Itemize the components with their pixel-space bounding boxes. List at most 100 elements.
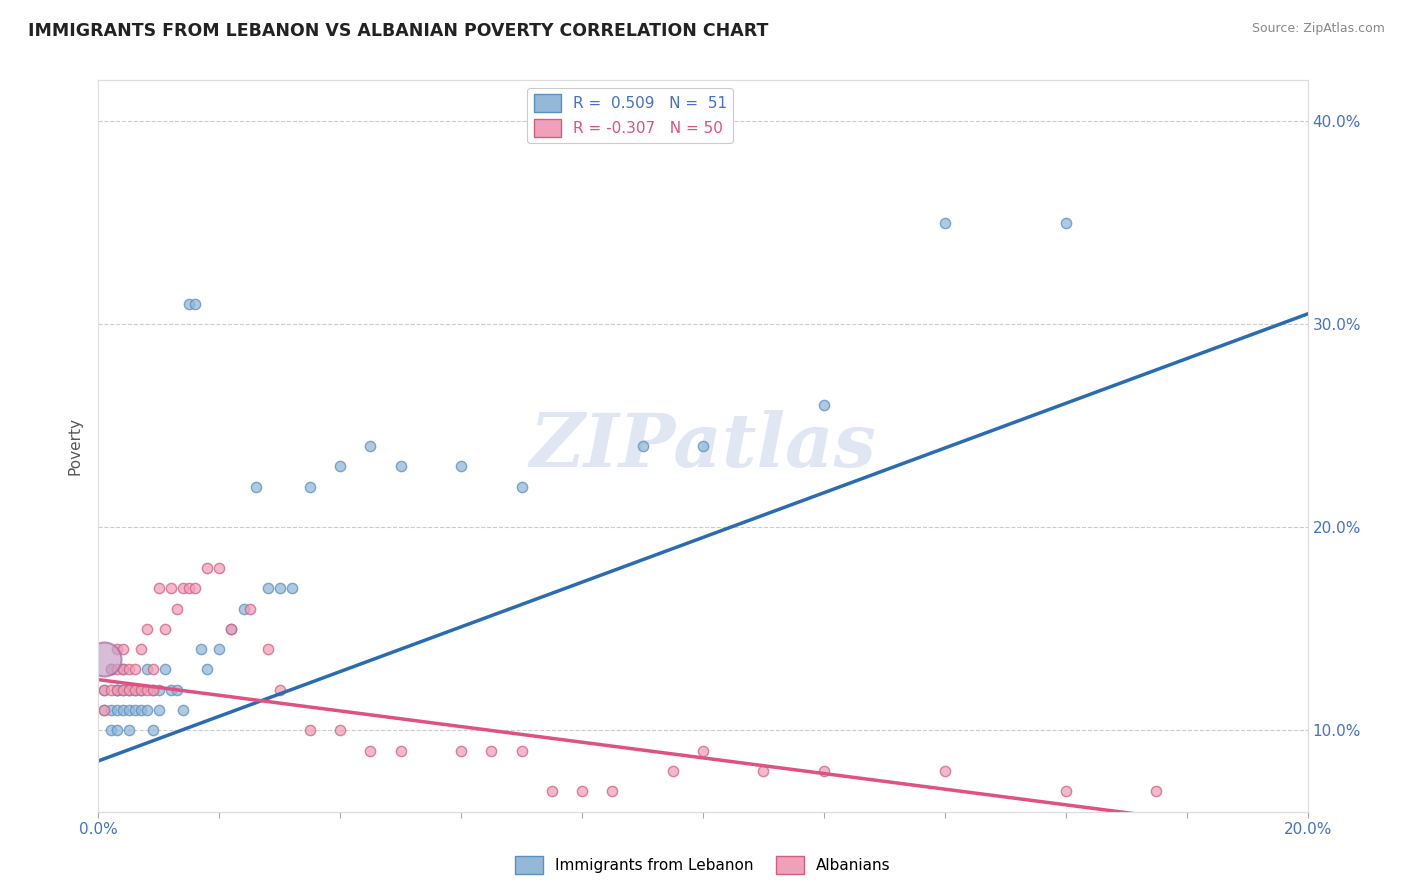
Point	[93, 703, 115, 717]
Point	[111, 703, 134, 717]
Point	[221, 622, 243, 636]
Point	[160, 581, 183, 595]
Point	[142, 663, 165, 677]
Point	[105, 642, 128, 657]
Point	[179, 581, 201, 595]
Point	[129, 642, 152, 657]
Point	[93, 682, 115, 697]
Point	[1054, 784, 1077, 798]
Point	[105, 682, 128, 697]
Point	[172, 581, 194, 595]
Point	[692, 744, 714, 758]
Point	[389, 744, 412, 758]
Point	[329, 459, 352, 474]
Point	[129, 682, 152, 697]
Point	[153, 622, 176, 636]
Point	[239, 601, 262, 615]
Point	[184, 581, 207, 595]
Point	[135, 682, 157, 697]
Point	[124, 703, 146, 717]
Point	[540, 784, 562, 798]
Point	[813, 398, 835, 412]
Point	[100, 663, 122, 677]
Point	[105, 723, 128, 738]
Point	[450, 459, 472, 474]
Point	[256, 642, 278, 657]
Point	[118, 663, 141, 677]
Point	[124, 682, 146, 697]
Point	[172, 703, 194, 717]
Y-axis label: Poverty: Poverty	[67, 417, 83, 475]
Point	[299, 723, 322, 738]
Point	[631, 439, 654, 453]
Point	[129, 682, 152, 697]
Point	[389, 459, 412, 474]
Point	[195, 663, 218, 677]
Point	[281, 581, 304, 595]
Point	[160, 682, 183, 697]
Text: Source: ZipAtlas.com: Source: ZipAtlas.com	[1251, 22, 1385, 36]
Point	[118, 703, 141, 717]
Point	[100, 703, 122, 717]
Point	[813, 764, 835, 778]
Point	[124, 663, 146, 677]
Point	[93, 652, 115, 666]
Point	[692, 439, 714, 453]
Point	[1144, 784, 1167, 798]
Point	[510, 744, 533, 758]
Point	[195, 561, 218, 575]
Point	[135, 703, 157, 717]
Point	[118, 682, 141, 697]
Point	[360, 439, 382, 453]
Point	[269, 682, 291, 697]
Point	[135, 663, 157, 677]
Point	[510, 480, 533, 494]
Point	[661, 764, 683, 778]
Point	[602, 784, 624, 798]
Point	[190, 642, 212, 657]
Point	[124, 682, 146, 697]
Point	[269, 581, 291, 595]
Point	[118, 682, 141, 697]
Point	[93, 682, 115, 697]
Point	[934, 764, 956, 778]
Point	[111, 663, 134, 677]
Point	[148, 581, 170, 595]
Point	[179, 297, 201, 311]
Point	[105, 682, 128, 697]
Point	[105, 682, 128, 697]
Point	[100, 682, 122, 697]
Legend: R =  0.509   N =  51, R = -0.307   N = 50: R = 0.509 N = 51, R = -0.307 N = 50	[527, 88, 734, 143]
Text: IMMIGRANTS FROM LEBANON VS ALBANIAN POVERTY CORRELATION CHART: IMMIGRANTS FROM LEBANON VS ALBANIAN POVE…	[28, 22, 769, 40]
Point	[135, 622, 157, 636]
Point	[221, 622, 243, 636]
Text: ZIPatlas: ZIPatlas	[530, 409, 876, 483]
Point	[256, 581, 278, 595]
Point	[111, 682, 134, 697]
Point	[208, 561, 231, 575]
Point	[208, 642, 231, 657]
Point	[1054, 215, 1077, 229]
Point	[299, 480, 322, 494]
Point	[93, 703, 115, 717]
Point	[105, 663, 128, 677]
Point	[111, 663, 134, 677]
Point	[111, 682, 134, 697]
Point	[752, 764, 775, 778]
Point	[142, 682, 165, 697]
Point	[100, 663, 122, 677]
Point	[329, 723, 352, 738]
Point	[153, 663, 176, 677]
Point	[105, 703, 128, 717]
Point	[481, 744, 503, 758]
Point	[148, 682, 170, 697]
Point	[118, 723, 141, 738]
Point	[166, 682, 188, 697]
Point	[360, 744, 382, 758]
Point	[166, 601, 188, 615]
Point	[245, 480, 267, 494]
Point	[571, 784, 593, 798]
Legend: Immigrants from Lebanon, Albanians: Immigrants from Lebanon, Albanians	[509, 850, 897, 880]
Point	[111, 642, 134, 657]
Point	[934, 215, 956, 229]
